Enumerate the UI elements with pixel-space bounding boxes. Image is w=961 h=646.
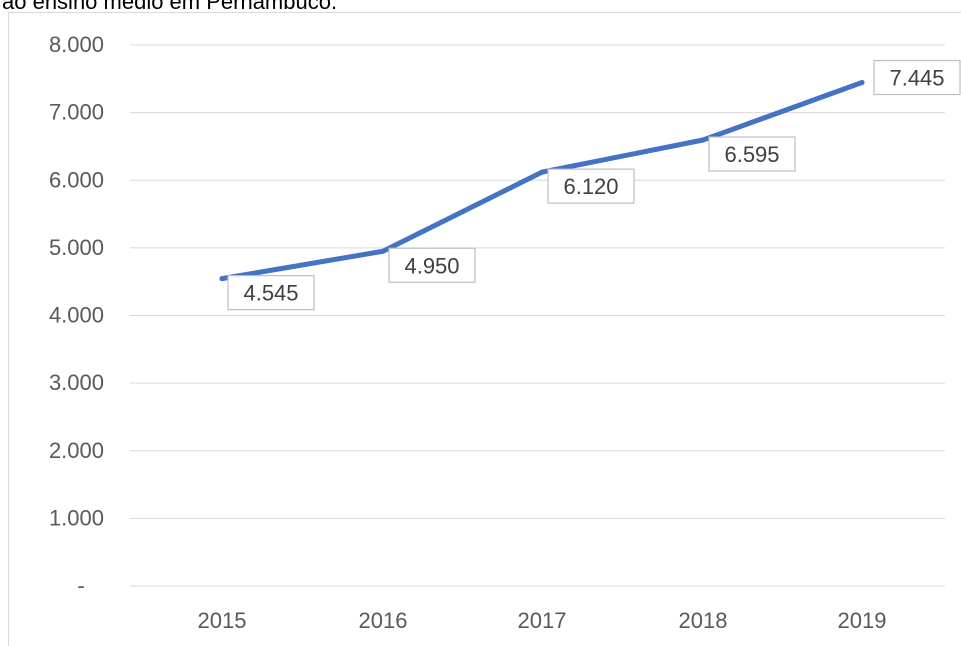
x-tick-label: 2019 xyxy=(838,608,887,633)
data-label-box xyxy=(708,136,796,172)
data-point xyxy=(380,248,386,254)
data-label-text: 6.120 xyxy=(563,174,618,199)
y-tick-label: - xyxy=(77,573,84,598)
y-tick-label: 7.000 xyxy=(49,100,104,125)
data-label: 6.595 xyxy=(708,136,796,172)
data-label-text: 7.445 xyxy=(889,66,944,91)
data-labels: 4.545 4.950 6.120 6.595 7.445 xyxy=(227,59,961,311)
data-label-text: 4.545 xyxy=(243,281,298,306)
x-tick-label: 2015 xyxy=(198,608,247,633)
figure-caption: ao ensino médio em Pernambuco. xyxy=(2,0,338,14)
y-tick-label: 3.000 xyxy=(49,370,104,395)
data-point xyxy=(700,137,706,143)
series-line-group xyxy=(219,80,865,282)
data-label: 4.950 xyxy=(388,247,476,283)
data-label-box xyxy=(388,247,476,283)
x-tick-label: 2018 xyxy=(679,608,728,633)
y-axis-ticks: - 1.000 2.000 3.000 4.000 5.000 6.000 7.000 8.00… xyxy=(49,32,104,598)
y-tick-label: 2.000 xyxy=(49,438,104,463)
y-tick-label: 8.000 xyxy=(49,32,104,57)
y-tick-label: 6.000 xyxy=(49,167,104,192)
data-point xyxy=(539,169,545,175)
data-label: 6.120 xyxy=(547,168,635,204)
y-tick-label: 1.000 xyxy=(49,505,104,530)
gridlines xyxy=(130,44,945,587)
data-label-box xyxy=(873,59,961,96)
x-tick-label: 2017 xyxy=(518,608,567,633)
data-label-box xyxy=(227,275,315,311)
data-point xyxy=(219,276,225,282)
y-tick-label: 5.000 xyxy=(49,235,104,260)
data-label: 7.445 xyxy=(873,59,961,96)
data-label: 4.545 xyxy=(227,275,315,311)
data-label-box xyxy=(547,168,635,204)
data-label-text: 4.950 xyxy=(404,253,459,278)
chart-frame xyxy=(8,12,961,646)
data-label-text: 6.595 xyxy=(724,142,779,167)
x-tick-label: 2016 xyxy=(359,608,408,633)
y-tick-label: 4.000 xyxy=(49,303,104,328)
x-axis-ticks: 2015 2016 2017 2018 2019 xyxy=(198,608,887,633)
data-point xyxy=(859,80,865,86)
